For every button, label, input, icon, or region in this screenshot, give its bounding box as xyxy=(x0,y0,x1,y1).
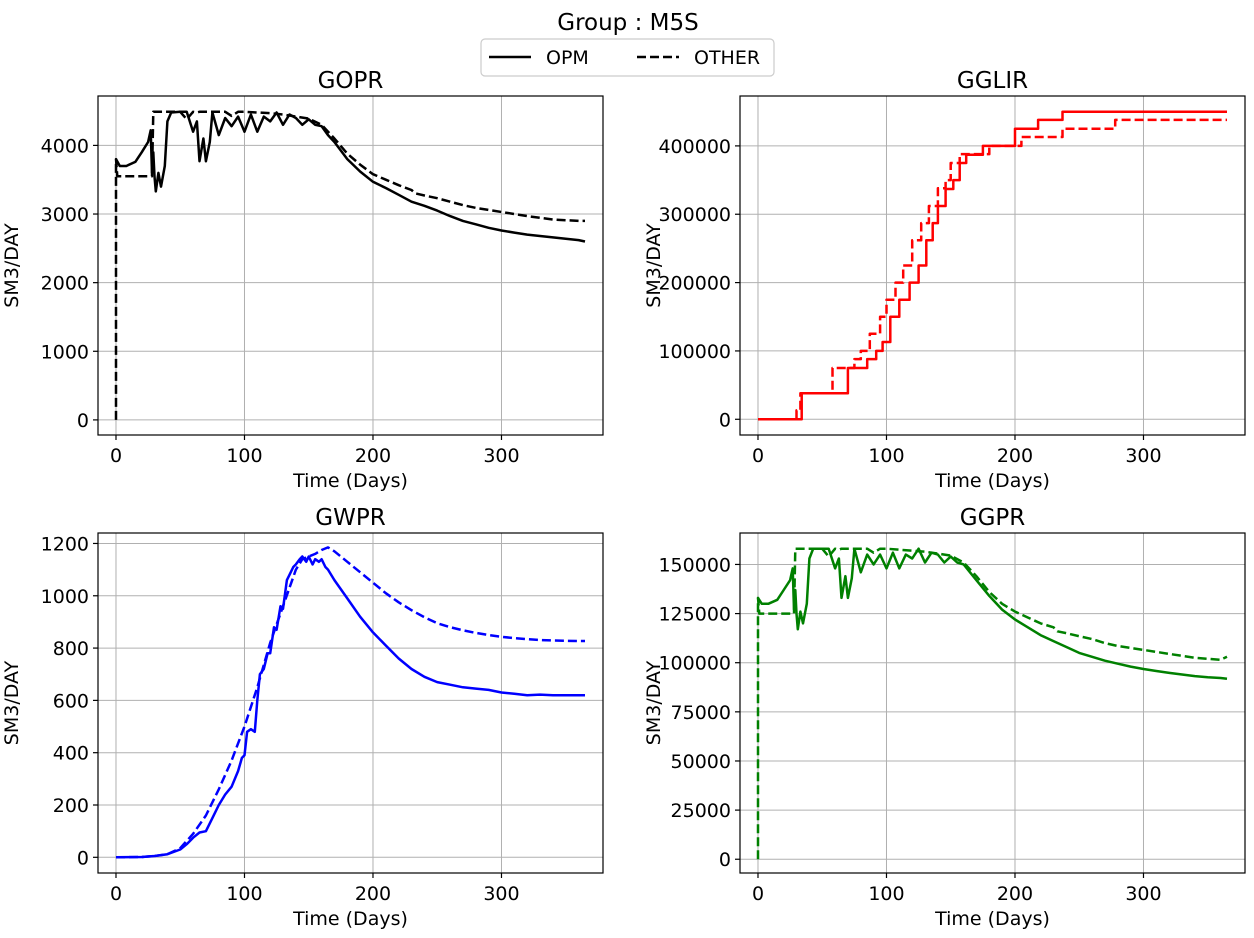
legend: OPM OTHER xyxy=(480,38,775,77)
x-tick-label: 300 xyxy=(1125,883,1161,905)
y-tick-label: 100000 xyxy=(658,341,731,363)
x-axis-label: Time (Days) xyxy=(934,470,1050,492)
subplot-gwpr: 0 100 200 300 0 200 400 600 800 1000 1200 GWPR Time … xyxy=(1,505,604,930)
y-tick-label: 0 xyxy=(77,410,89,432)
x-tick-label: 100 xyxy=(226,445,262,467)
y-tick-label: 800 xyxy=(53,638,89,660)
x-tick-label: 0 xyxy=(752,445,764,467)
series-line-opm xyxy=(115,555,585,859)
series-line-other xyxy=(756,547,1228,860)
subplot-title: GGLIR xyxy=(957,68,1028,94)
x-axis-label: Time (Days) xyxy=(292,470,408,492)
series-line-opm xyxy=(758,110,1227,421)
y-tick-label: 1000 xyxy=(41,586,89,608)
subplot-title: GOPR xyxy=(318,68,384,94)
x-tick-label: 200 xyxy=(997,883,1033,905)
axes-frame xyxy=(739,95,1246,436)
legend-label-other: OTHER xyxy=(694,47,760,69)
y-tick-label: 400 xyxy=(53,743,89,765)
y-tick-label: 100000 xyxy=(658,653,731,675)
x-tick-label: 100 xyxy=(226,883,262,905)
y-tick-label: 2000 xyxy=(41,273,89,295)
y-tick-label: 25000 xyxy=(671,800,731,822)
axes-frame xyxy=(97,95,604,436)
y-axis-label: SM3/DAY xyxy=(1,223,23,308)
series-line-other xyxy=(115,546,585,859)
x-tick-label: 0 xyxy=(110,445,122,467)
x-tick-label: 300 xyxy=(483,883,519,905)
y-tick-label: 300000 xyxy=(658,204,731,226)
y-tick-label: 0 xyxy=(719,849,731,871)
y-tick-label: 150000 xyxy=(658,554,731,576)
y-tick-label: 400000 xyxy=(658,136,731,158)
x-tick-label: 0 xyxy=(110,883,122,905)
series-line-other xyxy=(758,118,1227,421)
y-tick-label: 200000 xyxy=(658,273,731,295)
y-axis-label: SM3/DAY xyxy=(643,223,665,308)
series-line-other xyxy=(114,110,585,420)
x-axis-label: Time (Days) xyxy=(292,908,408,930)
axes-frame xyxy=(739,532,1246,874)
x-tick-label: 300 xyxy=(1125,445,1161,467)
figure-suptitle: Group : M5S xyxy=(557,10,698,36)
x-tick-label: 200 xyxy=(355,445,391,467)
y-tick-label: 4000 xyxy=(41,135,89,157)
y-axis-label: SM3/DAY xyxy=(643,660,665,745)
y-tick-label: 75000 xyxy=(671,702,731,724)
y-tick-label: 200 xyxy=(53,795,89,817)
x-tick-label: 0 xyxy=(752,883,764,905)
y-tick-label: 50000 xyxy=(671,751,731,773)
x-tick-label: 300 xyxy=(483,445,519,467)
subplot-title: GGPR xyxy=(960,505,1026,531)
x-tick-label: 200 xyxy=(997,445,1033,467)
subplot-title: GWPR xyxy=(315,505,385,531)
y-tick-label: 0 xyxy=(77,847,89,869)
series-line-opm xyxy=(756,547,1228,681)
y-tick-label: 600 xyxy=(53,690,89,712)
y-tick-label: 1000 xyxy=(41,341,89,363)
series-line-opm xyxy=(114,110,586,243)
y-tick-label: 1200 xyxy=(41,533,89,555)
y-tick-label: 125000 xyxy=(658,604,731,626)
x-tick-label: 100 xyxy=(868,883,904,905)
x-tick-label: 100 xyxy=(868,445,904,467)
x-axis-label: Time (Days) xyxy=(934,908,1050,930)
axes-frame xyxy=(97,532,604,874)
legend-frame xyxy=(480,38,775,77)
y-axis-label: SM3/DAY xyxy=(1,660,23,745)
legend-label-opm: OPM xyxy=(546,47,589,69)
y-tick-label: 3000 xyxy=(41,204,89,226)
x-tick-label: 200 xyxy=(355,883,391,905)
y-tick-label: 0 xyxy=(719,409,731,431)
subplot-gglir: 0 100 200 300 0 100000 200000 300000 400000 GGLIR… xyxy=(643,68,1246,492)
subplot-ggpr: 0 100 200 300 0 25000 50000 75000 100000 125000 15… xyxy=(643,505,1246,930)
